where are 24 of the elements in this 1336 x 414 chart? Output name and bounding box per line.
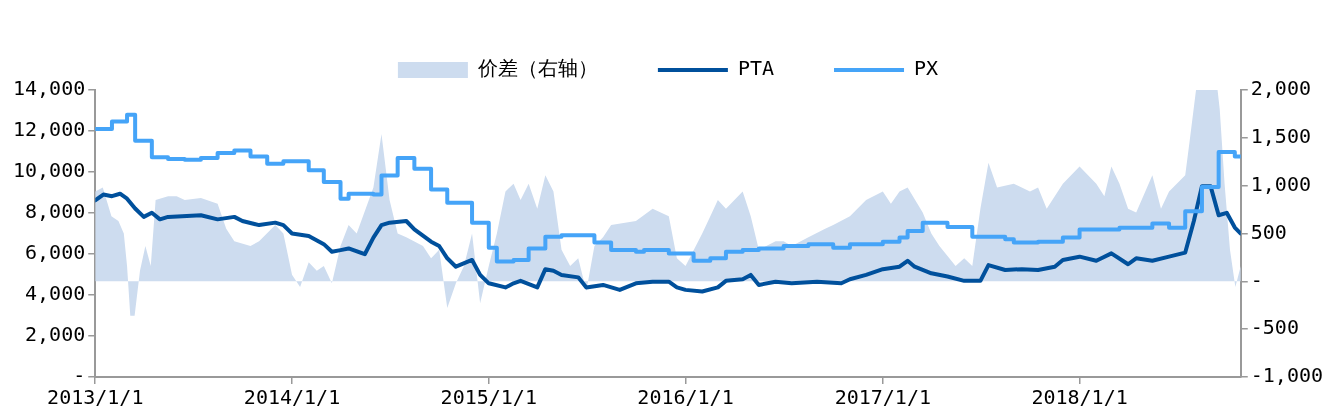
y-tick-label: 12,000 (13, 117, 86, 142)
x-tick-label: 2013/1/1 (47, 385, 144, 410)
legend-label: PX (914, 56, 939, 81)
x-tick-label: 2015/1/1 (440, 385, 537, 410)
y-tick-label: - (73, 363, 86, 388)
y-tick-label: 14,000 (13, 76, 86, 101)
y-tick-label: 2,000 (25, 322, 86, 347)
y2-tick-label: -1,000 (1250, 363, 1323, 388)
y-tick-label: 10,000 (13, 158, 86, 183)
x-tick-label: 2018/1/1 (1031, 385, 1128, 410)
x-tick-label: 2017/1/1 (834, 385, 931, 410)
y2-tick-label: - (1250, 267, 1263, 292)
legend-label: 价差（右轴） (476, 56, 598, 81)
y2-tick-label: 1,000 (1250, 171, 1311, 196)
y2-tick-label: -500 (1250, 315, 1299, 340)
y-tick-label: 6,000 (25, 240, 86, 265)
x-tick-label: 2016/1/1 (637, 385, 734, 410)
y2-tick-label: 1,500 (1250, 124, 1311, 149)
y2-tick-label: 500 (1250, 219, 1287, 244)
x-tick-label: 2014/1/1 (243, 385, 341, 410)
legend-label: PTA (737, 56, 775, 81)
y2-tick-label: 2,000 (1250, 76, 1311, 101)
y-tick-label: 4,000 (25, 281, 86, 306)
y-tick-label: 8,000 (25, 199, 86, 224)
